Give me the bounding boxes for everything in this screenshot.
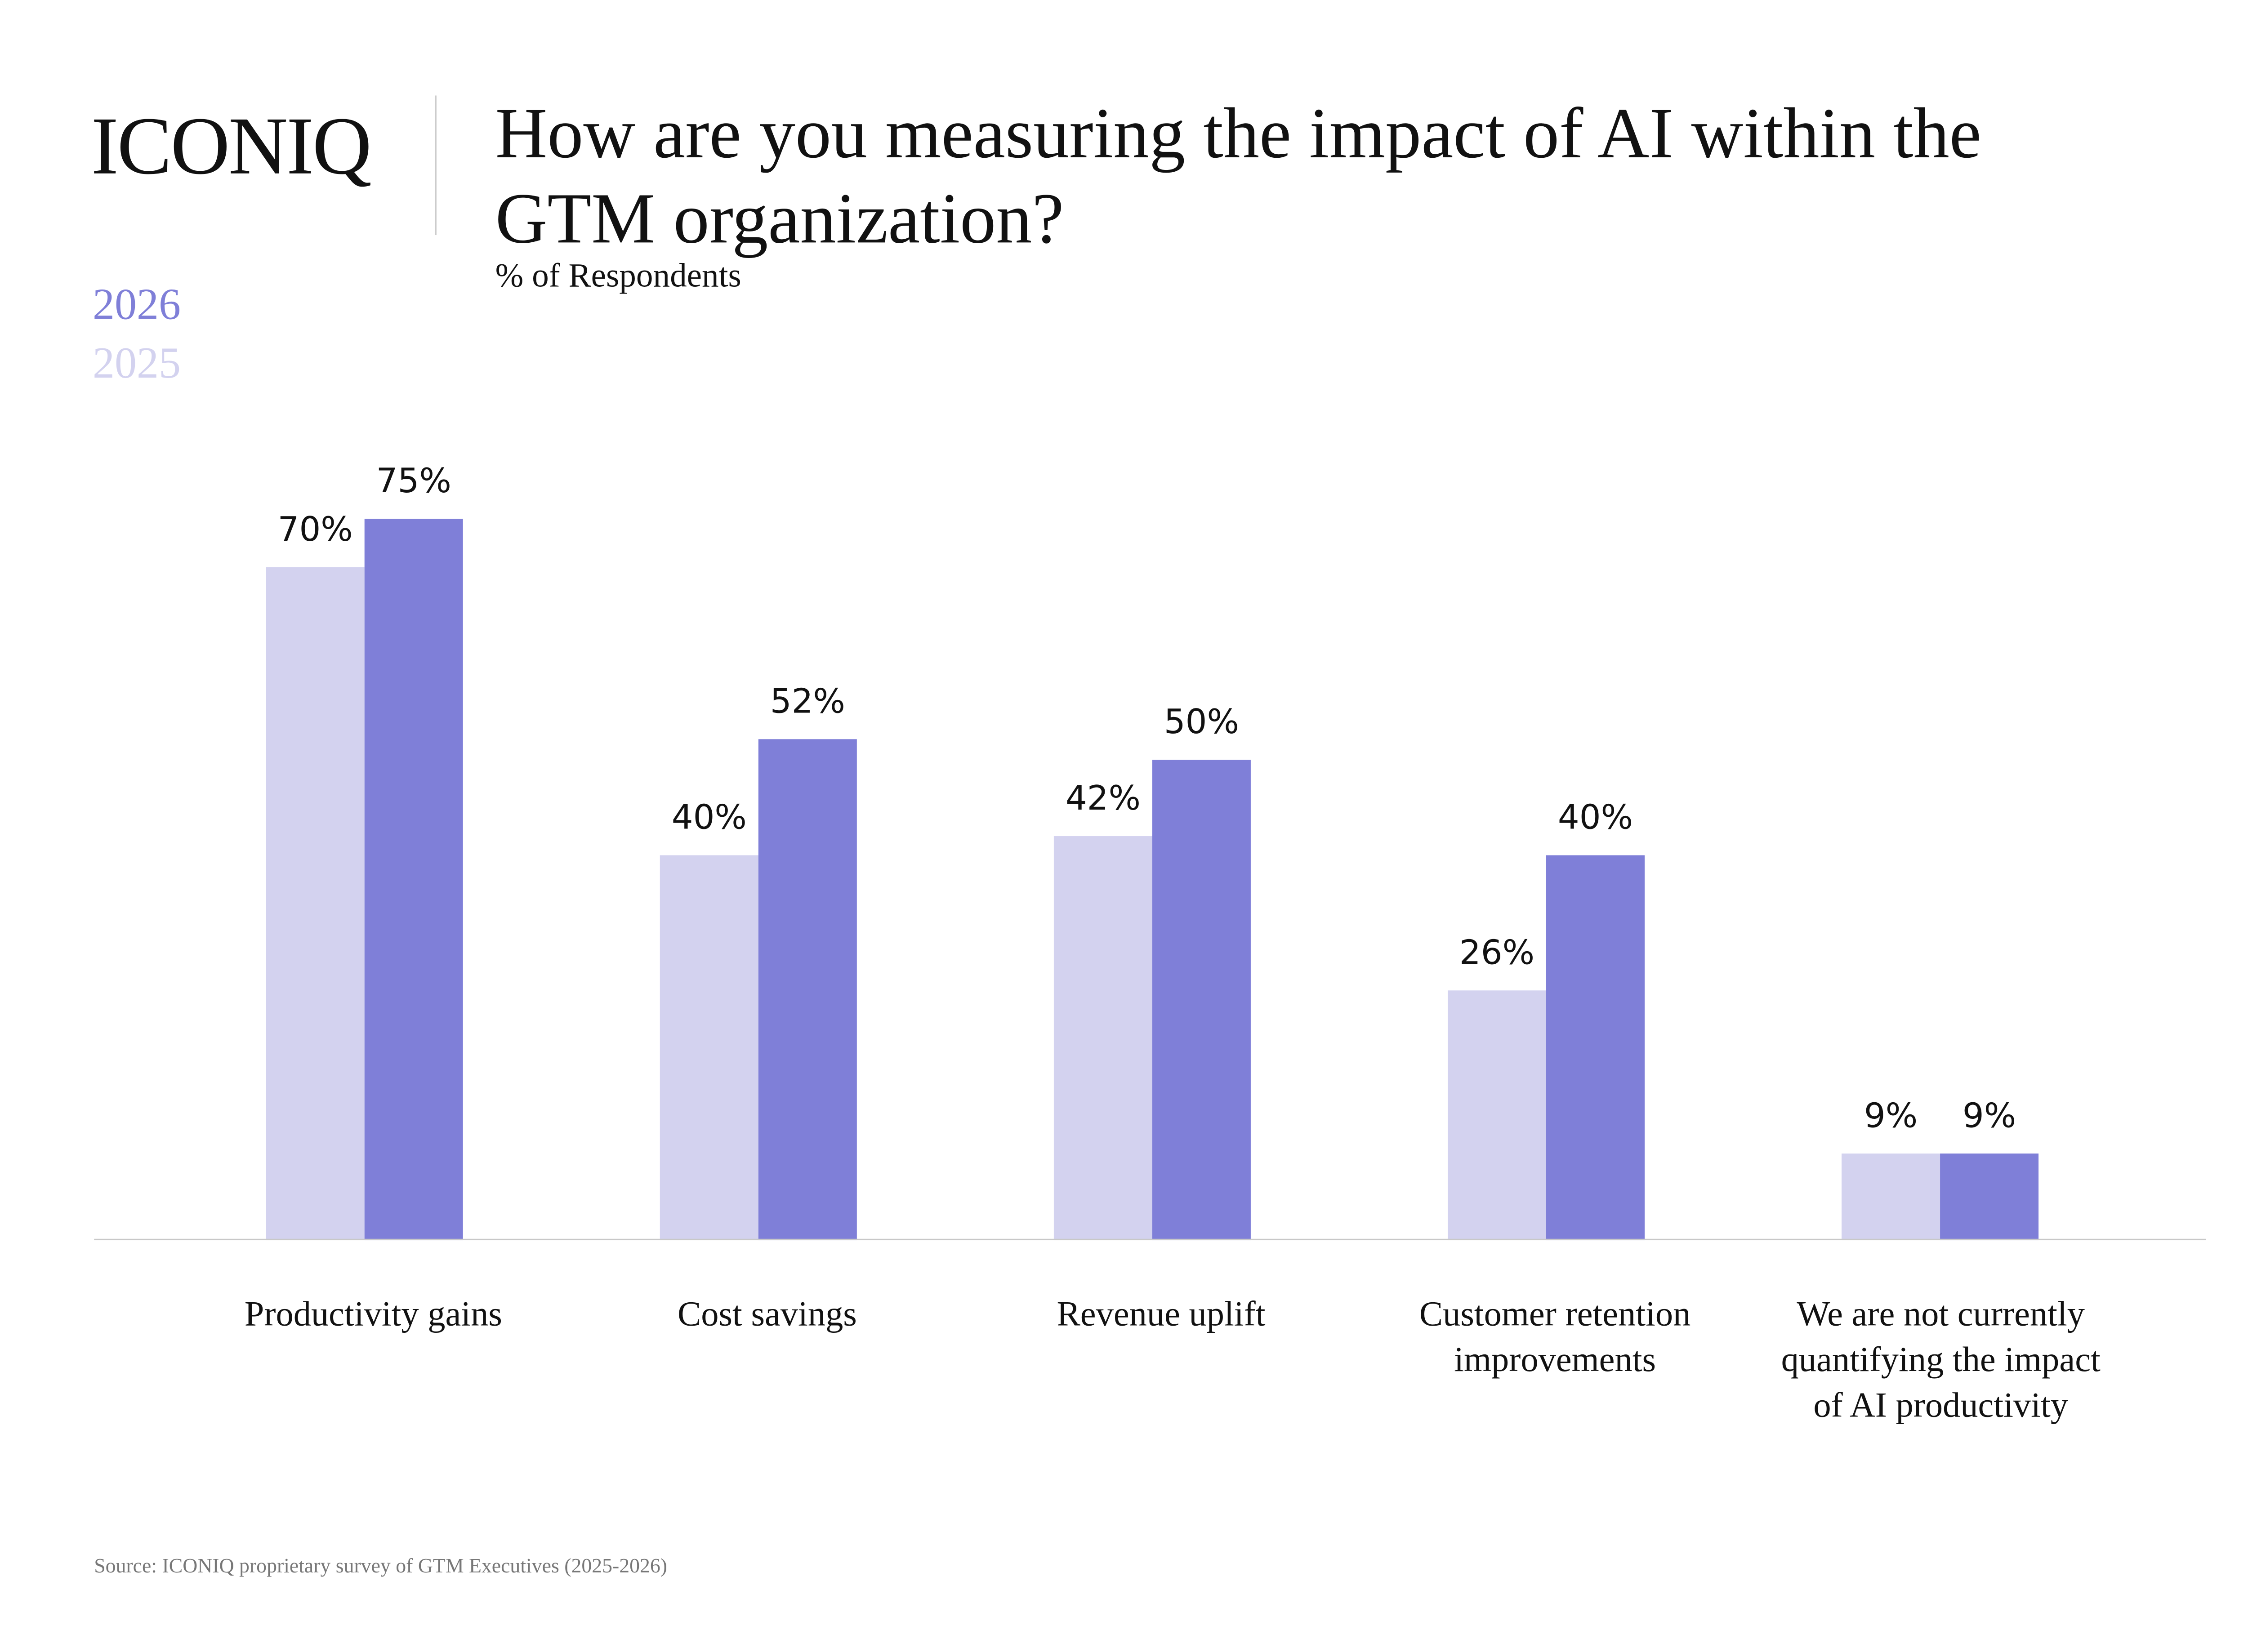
- bar-2025: [266, 566, 365, 1241]
- data-label: 70%: [277, 510, 353, 549]
- data-label: 9%: [1962, 1098, 2016, 1136]
- data-label: 50%: [1164, 703, 1239, 742]
- chart-title: How are you measuring the impact of AI w…: [495, 92, 1981, 259]
- data-label: 26%: [1459, 934, 1535, 973]
- data-label: 75%: [376, 462, 451, 501]
- bar-2025: [1842, 1153, 1940, 1240]
- header-divider: [435, 95, 437, 236]
- bar-2026: [364, 518, 463, 1241]
- bar-2026: [1546, 855, 1645, 1241]
- data-label: 40%: [671, 799, 747, 838]
- bar-2025: [660, 855, 758, 1241]
- source-note: Source: ICONIQ proprietary survey of GTM…: [94, 1556, 668, 1578]
- category-label: Customer retention improvements: [1419, 1296, 1691, 1380]
- bar-2026: [1152, 759, 1251, 1241]
- category-label: Cost savings: [677, 1296, 857, 1335]
- legend-2025: 2025: [92, 339, 181, 388]
- bar-2026: [1940, 1153, 2039, 1240]
- data-label: 52%: [770, 684, 845, 722]
- bar-2026: [758, 739, 857, 1240]
- category-label: Revenue uplift: [1057, 1296, 1266, 1335]
- legend-2026: 2026: [92, 281, 181, 330]
- data-label: 40%: [1557, 799, 1633, 838]
- iconiq-logo: ICONIQ: [91, 101, 372, 193]
- chart-subtitle: % of Respondents: [495, 257, 741, 294]
- data-label: 42%: [1065, 780, 1141, 819]
- data-label: 9%: [1864, 1098, 1918, 1136]
- bar-2025: [1053, 836, 1152, 1240]
- x-axis-line: [94, 1238, 2206, 1241]
- category-label: Productivity gains: [244, 1296, 502, 1335]
- bar-2025: [1447, 990, 1546, 1240]
- category-label: We are not currently quantifying the imp…: [1781, 1296, 2101, 1425]
